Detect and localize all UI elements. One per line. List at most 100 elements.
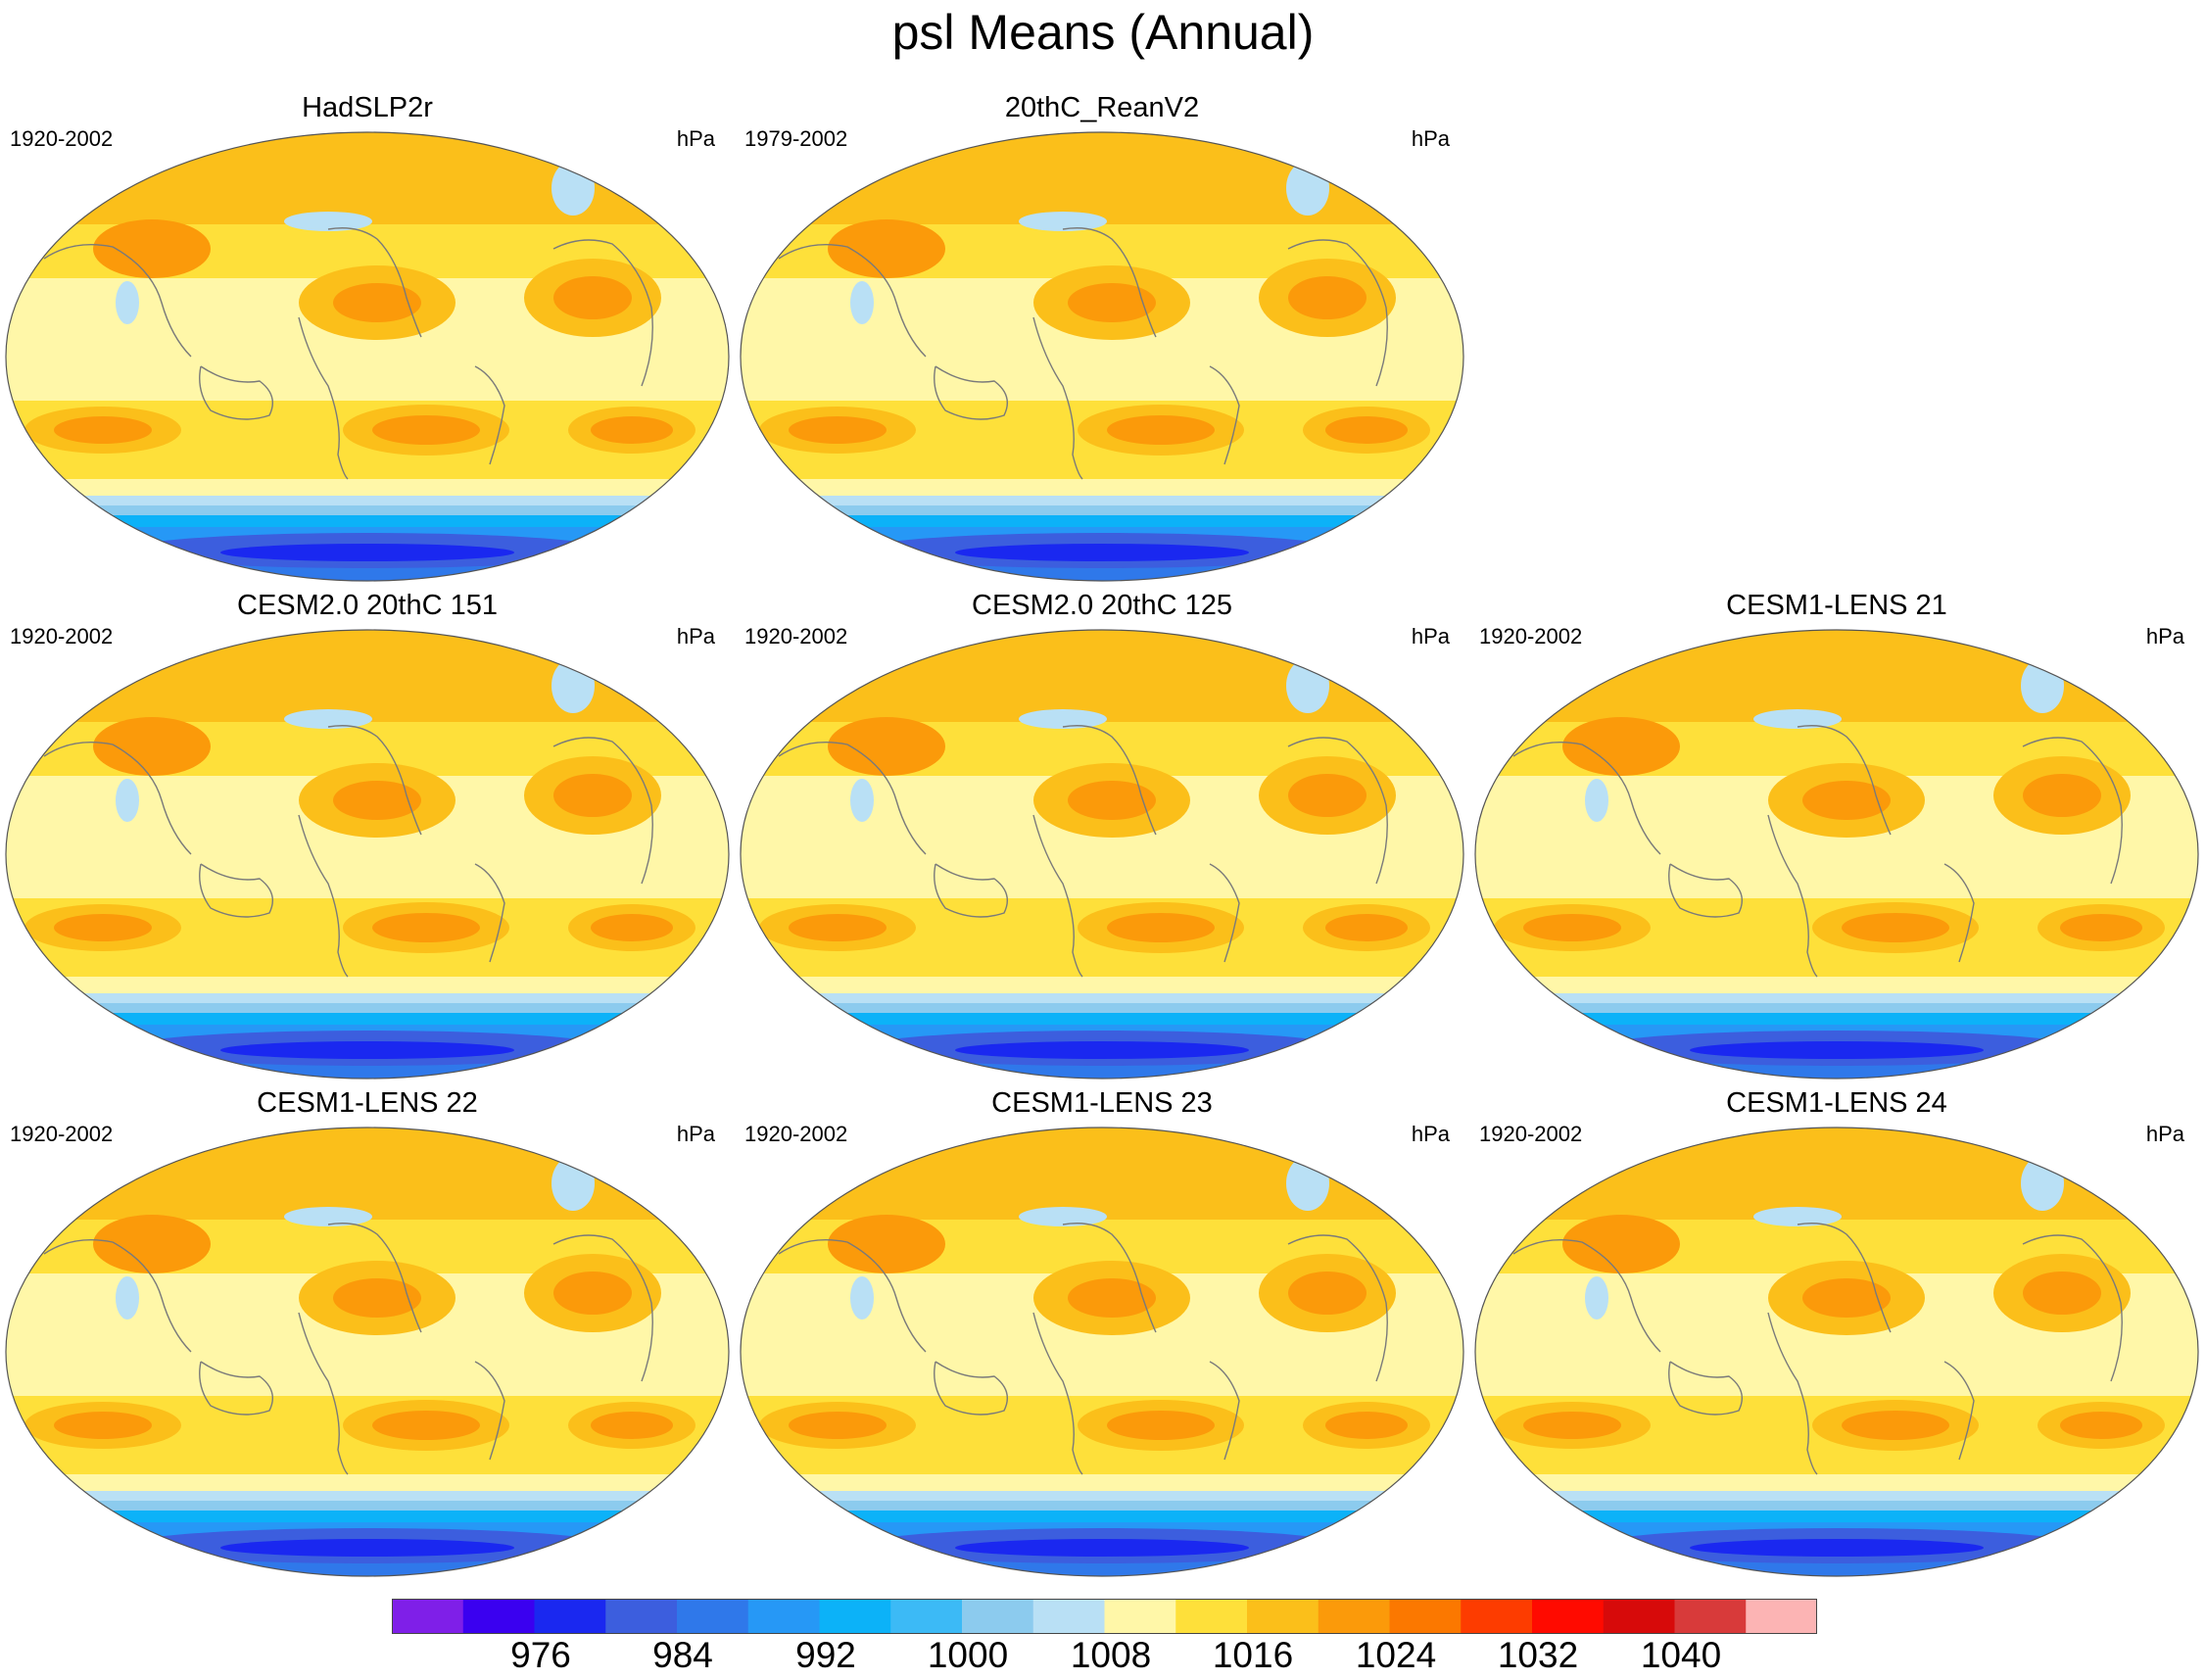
pressure-band (6, 1128, 729, 1167)
colorbar-swatch (1175, 1599, 1248, 1634)
coastline (2022, 737, 2123, 885)
coastline (1767, 1312, 1818, 1475)
high-pressure-zone (1288, 774, 1367, 817)
high-pressure-zone (789, 914, 887, 941)
psl-map (740, 629, 1464, 1080)
coastline (934, 863, 1008, 918)
pressure-band (741, 1474, 1463, 1492)
coastline (1032, 316, 1083, 480)
low-pressure-zone (1690, 1041, 1984, 1059)
map-border (5, 1127, 730, 1577)
high-pressure-zone (789, 1412, 887, 1439)
map-border (1474, 629, 2199, 1080)
low-pressure-zone (1753, 709, 1842, 729)
psl-map (740, 1127, 1464, 1577)
pressure-band (6, 1491, 729, 1502)
pressure-band (741, 993, 1463, 1004)
high-pressure-zone (1802, 1278, 1891, 1318)
map-panel-cesm2-151: CESM2.0 20thC 151 1920-2002 hPa (0, 588, 735, 1082)
pressure-band (1475, 1511, 2198, 1523)
low-pressure-zone (1019, 709, 1107, 729)
pressure-band (6, 1511, 729, 1523)
map-border (740, 629, 1464, 1080)
high-pressure-zone (54, 914, 152, 941)
coastline (778, 244, 927, 358)
panel-units: hPa (1411, 624, 1450, 648)
map-border (740, 1127, 1464, 1577)
high-pressure-zone (2060, 1412, 2142, 1439)
pressure-band (1475, 993, 2198, 1004)
high-pressure-zone (1068, 1278, 1156, 1318)
low-pressure-zone (284, 709, 372, 729)
coastline (1209, 365, 1240, 465)
coastline (1767, 814, 1818, 978)
low-pressure-zone (220, 544, 514, 561)
pressure-band (6, 1337, 729, 1397)
colorbar-swatch (1746, 1599, 1817, 1634)
pressure-band (741, 1491, 1463, 1502)
high-pressure-zone (93, 1215, 211, 1273)
colorbar-swatch (1247, 1599, 1319, 1634)
pressure-band (1475, 1013, 2198, 1026)
high-pressure-zone (1523, 1412, 1621, 1439)
high-pressure-zone (2023, 774, 2101, 817)
coastline (1209, 1361, 1240, 1461)
low-pressure-zone (955, 1539, 1249, 1557)
map-border (5, 131, 730, 582)
colorbar-swatch (962, 1599, 1034, 1634)
colorbar-swatch (819, 1599, 891, 1634)
coastline (474, 365, 505, 465)
coastline (1943, 863, 1975, 963)
pressure-band (6, 342, 729, 402)
low-pressure-zone (850, 779, 874, 822)
coastline (2022, 1234, 2123, 1382)
colorbar-tick-label: 992 (795, 1635, 856, 1675)
low-pressure-zone (116, 1276, 139, 1320)
colorbar-swatch (1318, 1599, 1391, 1634)
coastline (552, 737, 653, 885)
coastline (327, 725, 422, 836)
colorbar-tick-label: 1032 (1497, 1635, 1579, 1675)
high-pressure-zone (1107, 415, 1215, 445)
panel-period: 1920-2002 (744, 1122, 848, 1146)
panel-period: 1920-2002 (10, 126, 114, 151)
colorbar-swatch (1532, 1599, 1605, 1634)
coastline (1287, 239, 1388, 387)
low-pressure-zone (955, 1041, 1249, 1059)
pressure-band (741, 1337, 1463, 1397)
pressure-band (6, 1474, 729, 1492)
pressure-band (741, 1501, 1463, 1512)
pressure-band (6, 1003, 729, 1014)
panel-period: 1920-2002 (1479, 1122, 1583, 1146)
coastline (327, 227, 422, 338)
high-pressure-zone (1288, 276, 1367, 319)
map-panel-cesm1-lens-23: CESM1-LENS 23 1920-2002 hPa (735, 1085, 1469, 1580)
colorbar-swatch (605, 1599, 678, 1634)
pressure-band (741, 132, 1463, 171)
coastline (934, 1361, 1008, 1416)
psl-map (1474, 1127, 2199, 1577)
psl-map (1474, 629, 2199, 1080)
high-pressure-zone (1068, 781, 1156, 820)
coastline (1943, 1361, 1975, 1461)
high-pressure-zone (54, 416, 152, 444)
colorbar-labels: 976 984 992 1000 1008 1016 1024 1032 104… (0, 1634, 2206, 1677)
pressure-band (1475, 1128, 2198, 1167)
colorbar-swatch (677, 1599, 749, 1634)
low-pressure-zone (1286, 658, 1329, 713)
colorbar-tick-label: 1016 (1212, 1635, 1294, 1675)
colorbar-swatch (1389, 1599, 1462, 1634)
pressure-band (1475, 630, 2198, 669)
high-pressure-zone (591, 416, 673, 444)
panel-units: hPa (676, 126, 715, 151)
panel-title: HadSLP2r (302, 92, 433, 123)
page-title: psl Means (Annual) (891, 5, 1315, 60)
low-pressure-zone (1585, 1276, 1608, 1320)
high-pressure-zone (2023, 1272, 2101, 1315)
panel-units: hPa (676, 624, 715, 648)
map-panel-cesm1-lens-24: CESM1-LENS 24 1920-2002 hPa (1469, 1085, 2204, 1580)
coastline (1512, 742, 1661, 855)
high-pressure-zone (1288, 1272, 1367, 1315)
colorbar-swatch (1032, 1599, 1106, 1634)
map-panel-cesm2-125: CESM2.0 20thC 125 1920-2002 hPa (735, 588, 1469, 1082)
